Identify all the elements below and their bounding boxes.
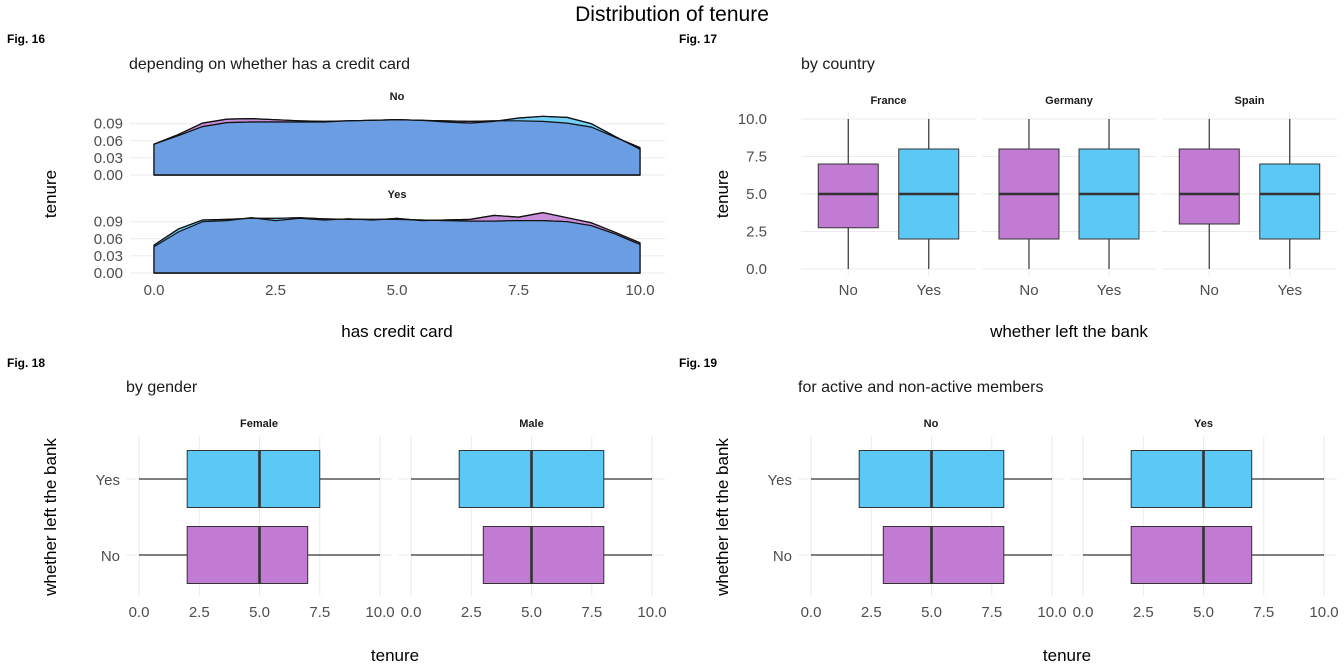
- y-axis-label: whether left the bank: [41, 438, 60, 597]
- x-tick-label: 2.5: [189, 604, 210, 621]
- density-overlap: [154, 119, 640, 175]
- panel-strip-label: No: [924, 418, 939, 430]
- panel-strip-label: Yes: [1194, 418, 1213, 430]
- y-tick-label: No: [101, 548, 120, 565]
- x-tick-label: No: [1200, 282, 1219, 299]
- panel-strip-label: Yes: [388, 189, 407, 201]
- figure-label: Fig. 16: [7, 32, 45, 46]
- y-tick-label: 2.5: [746, 224, 767, 241]
- x-tick-label: No: [839, 282, 858, 299]
- x-tick-label: 10.0: [637, 604, 666, 621]
- x-tick-label: 2.5: [461, 604, 482, 621]
- x-tick-label: 7.5: [581, 604, 602, 621]
- panel-strip-label: Female: [240, 418, 278, 430]
- figure-label: Fig. 18: [7, 356, 45, 370]
- y-axis-label: tenure: [41, 170, 60, 218]
- x-tick-label: Yes: [1278, 282, 1302, 299]
- x-tick-label: 0.0: [801, 604, 822, 621]
- x-tick-label: 7.5: [981, 604, 1002, 621]
- chart-subtitle: by gender: [126, 379, 198, 396]
- box-yes: [186, 450, 321, 508]
- x-tick-label: 0.0: [144, 282, 165, 299]
- x-tick-label: 5.0: [1193, 604, 1214, 621]
- y-tick-label: 0.00: [94, 167, 123, 184]
- y-axis-label: tenure: [713, 170, 732, 218]
- x-tick-label: 7.5: [309, 604, 330, 621]
- panel-strip-label: Male: [519, 418, 543, 430]
- chart-title: Distribution of tenure: [575, 3, 769, 26]
- box-no: [186, 526, 309, 584]
- x-tick-label: 0.0: [129, 604, 150, 621]
- x-tick-label: 0.0: [1073, 604, 1094, 621]
- figure-label: Fig. 19: [679, 356, 717, 370]
- y-tick-label: 0.06: [94, 133, 123, 150]
- x-axis-label: tenure: [371, 646, 419, 665]
- density-outline-yes: [153, 115, 641, 150]
- x-tick-label: 10.0: [625, 282, 654, 299]
- chart-subtitle: for active and non-active members: [798, 379, 1043, 396]
- y-tick-label: Yes: [768, 472, 792, 489]
- x-axis-label: whether left the bank: [989, 322, 1148, 341]
- panel-strip-label: France: [870, 95, 906, 107]
- x-tick-label: 2.5: [1133, 604, 1154, 621]
- y-tick-label: 0.09: [94, 116, 123, 133]
- density-outline-yes: [153, 217, 641, 246]
- panel-strip-label: Spain: [1235, 95, 1265, 107]
- y-tick-label: 5.0: [746, 186, 767, 203]
- x-axis-label: tenure: [1043, 646, 1091, 665]
- x-tick-label: 5.0: [387, 282, 408, 299]
- y-tick-label: 0.0: [746, 261, 767, 278]
- x-tick-label: 2.5: [861, 604, 882, 621]
- y-tick-label: 0.03: [94, 248, 123, 265]
- y-tick-label: 10.0: [738, 111, 767, 128]
- x-tick-label: 7.5: [1253, 604, 1274, 621]
- figure-label: Fig. 17: [679, 32, 717, 46]
- box-no: [1178, 148, 1240, 225]
- x-tick-label: 10.0: [1037, 604, 1066, 621]
- y-tick-label: No: [773, 548, 792, 565]
- x-tick-label: 5.0: [921, 604, 942, 621]
- x-axis-label: has credit card: [341, 322, 453, 341]
- y-tick-label: 0.06: [94, 231, 123, 248]
- y-tick-label: 0.09: [94, 214, 123, 231]
- box-no: [817, 163, 879, 229]
- x-tick-label: No: [1019, 282, 1038, 299]
- density-overlap: [154, 218, 640, 273]
- box-yes: [1259, 163, 1321, 240]
- x-tick-label: 10.0: [365, 604, 394, 621]
- x-tick-label: Yes: [917, 282, 941, 299]
- y-axis-label: whether left the bank: [713, 438, 732, 597]
- panel-strip-label: Germany: [1045, 95, 1094, 107]
- chart-subtitle: by country: [801, 56, 875, 73]
- x-tick-label: 5.0: [249, 604, 270, 621]
- box-no: [1130, 526, 1253, 584]
- y-tick-label: 7.5: [746, 149, 767, 166]
- y-tick-label: Yes: [96, 472, 120, 489]
- plots-group: Fig. 16 depending on whether has a credit…: [7, 32, 1339, 665]
- x-tick-label: Yes: [1097, 282, 1121, 299]
- x-tick-label: 5.0: [521, 604, 542, 621]
- box-no: [482, 526, 605, 584]
- chart-subtitle: depending on whether has a credit card: [129, 56, 410, 73]
- y-tick-label: 0.03: [94, 150, 123, 167]
- x-tick-label: 7.5: [508, 282, 529, 299]
- x-tick-label: 2.5: [265, 282, 286, 299]
- x-tick-label: 0.0: [401, 604, 422, 621]
- panel-strip-label: No: [390, 91, 405, 103]
- box-yes: [1130, 450, 1253, 508]
- y-tick-label: 0.00: [94, 265, 123, 282]
- box-no: [882, 526, 1005, 584]
- x-tick-label: 10.0: [1309, 604, 1338, 621]
